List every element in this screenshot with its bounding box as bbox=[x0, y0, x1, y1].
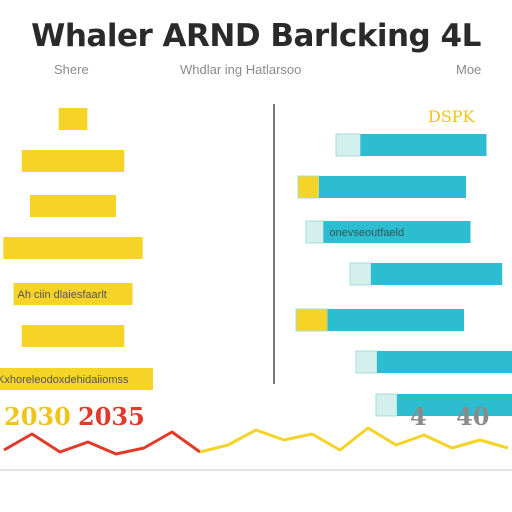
right-bar-4-segment-b bbox=[371, 263, 503, 285]
right-bar-5-segment-b bbox=[327, 309, 464, 331]
right-bar-7-segment-b bbox=[397, 394, 512, 416]
right-panel-label: DSPK bbox=[428, 107, 476, 126]
subtitle-center: Whdlar ing Hatlarsoo bbox=[180, 62, 302, 77]
subtitle-left: Shere bbox=[54, 62, 89, 77]
left-bar-label-7: Kxhoreleodoxdehidaiiomss bbox=[0, 374, 129, 386]
right-bar-4-segment-a bbox=[349, 262, 372, 286]
year-label-3: 4 bbox=[410, 402, 427, 431]
line-series-2 bbox=[199, 426, 509, 454]
right-bar-7-segment-a bbox=[375, 393, 398, 417]
left-bar-4 bbox=[3, 237, 143, 259]
right-bar-2-segment-a bbox=[297, 175, 320, 199]
year-label-2: 2035 bbox=[78, 402, 145, 431]
right-bar-1-segment-b bbox=[360, 134, 487, 156]
right-bar-3-segment-b bbox=[323, 221, 471, 243]
subtitle-right: Moe bbox=[456, 62, 482, 77]
left-bar-6 bbox=[21, 325, 125, 347]
left-bar-5 bbox=[13, 283, 133, 305]
left-bar-3 bbox=[29, 195, 117, 217]
right-bar-1-segment-a bbox=[335, 133, 361, 157]
right-bar-5-segment-a bbox=[295, 308, 328, 332]
right-bar-2-segment-b bbox=[319, 176, 466, 198]
right-bar-6-segment-b bbox=[377, 351, 512, 373]
right-bar-3-segment-a bbox=[305, 220, 324, 244]
year-label-1: 2030 bbox=[4, 402, 71, 431]
left-bar-7 bbox=[0, 368, 153, 390]
year-label-4: 40 bbox=[456, 402, 490, 431]
right-bar-label-3: onevseoutfaeld bbox=[330, 227, 405, 239]
left-bar-label-5: Ah ciin dlaiesfaarlt bbox=[18, 289, 107, 301]
right-bar-6-segment-a bbox=[355, 350, 378, 374]
line-series-1 bbox=[3, 430, 201, 456]
left-bar-1 bbox=[58, 108, 88, 130]
page-title: Whaler ARND Barlcking 4L bbox=[31, 18, 481, 54]
left-bar-2 bbox=[21, 150, 125, 172]
